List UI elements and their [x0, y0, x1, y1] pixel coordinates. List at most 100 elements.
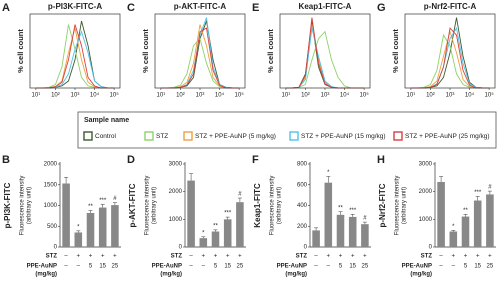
y-tick-label: 1000 — [169, 217, 183, 223]
significance-label: *** — [224, 211, 232, 217]
panel-letter: H — [377, 154, 385, 166]
histogram-curve — [410, 27, 490, 89]
histogram-curve — [285, 17, 365, 89]
y-tick-label: 3000 — [169, 162, 183, 168]
histogram-curve — [160, 17, 240, 89]
bar — [187, 180, 195, 247]
row-value: + — [238, 254, 242, 260]
plot-frame — [404, 13, 496, 89]
x-tick-label: 10⁴ — [465, 92, 475, 99]
significance-label: * — [452, 224, 455, 230]
row-value: + — [339, 254, 343, 260]
plot-frame — [154, 13, 246, 89]
row-label: PPE-AuNP — [27, 264, 57, 270]
x-tick-label: 10² — [301, 93, 310, 99]
y-tick-label: 200 — [297, 224, 308, 230]
histogram-curve — [160, 37, 240, 89]
row-value: 25 — [362, 264, 369, 270]
row-label: STZ — [421, 254, 433, 260]
row-value: + — [464, 254, 468, 260]
legend-label: Control — [95, 133, 117, 140]
bar — [199, 238, 208, 247]
histogram-curve — [285, 24, 365, 89]
legend-swatch — [144, 131, 154, 141]
y-axis-label: (arbitrary unit) — [402, 187, 408, 224]
x-tick-label: 10² — [426, 93, 435, 99]
y-tick-label: 800 — [297, 162, 308, 168]
row-label: STZ — [171, 254, 183, 260]
significance-label: # — [113, 196, 117, 202]
x-tick-label: 10³ — [196, 93, 205, 99]
row-value: + — [488, 254, 492, 260]
y-axis-label: % cell count — [391, 29, 400, 73]
x-tick-label: 10⁴ — [340, 92, 350, 99]
bar — [437, 181, 445, 247]
significance-label: *** — [349, 208, 357, 214]
y-tick-label: 2000 — [169, 189, 183, 195]
panel-letter: E — [252, 2, 259, 14]
y-tick-label: 500 — [47, 224, 58, 230]
significance-label: # — [238, 192, 242, 198]
row-value: – — [327, 264, 331, 270]
significance-label: ** — [338, 205, 343, 211]
row-value: – — [64, 254, 68, 260]
significance-label: *** — [99, 198, 107, 204]
y-tick-label: 0 — [179, 245, 183, 251]
row-value: + — [113, 254, 117, 260]
y-axis-label: Fluorescence intensity — [145, 176, 151, 236]
y-axis-label: Fluorescence intensity — [20, 176, 26, 236]
legend-swatch — [289, 131, 299, 141]
x-tick-label: 10⁵ — [360, 92, 370, 99]
y-tick-label: 0 — [429, 245, 433, 251]
significance-label: ** — [463, 208, 468, 214]
row-value: + — [351, 254, 355, 260]
x-tick-label: 10¹ — [407, 93, 416, 99]
side-label: p-PI3K-FITC — [3, 182, 12, 228]
x-tick-label: 10⁵ — [235, 92, 245, 99]
row-value: 5 — [89, 264, 93, 270]
y-tick-label: 2000 — [44, 162, 58, 168]
legend-box — [77, 111, 497, 149]
bar — [211, 231, 220, 247]
row-value: – — [314, 254, 318, 260]
side-label: p-Nrf2-FITC — [378, 183, 387, 227]
y-tick-label: 0 — [304, 245, 308, 251]
x-tick-label: 10⁴ — [90, 92, 100, 99]
row-label: PPE-AuNP — [152, 264, 182, 270]
histogram-curve — [35, 24, 115, 89]
row-value: + — [202, 254, 206, 260]
side-label: Keap1-FITC — [253, 183, 262, 228]
plot-frame — [29, 13, 121, 89]
bar — [62, 183, 70, 247]
row-value: – — [189, 254, 193, 260]
side-label: p-AKT-FITC — [128, 183, 137, 227]
y-tick-label: 3000 — [419, 162, 433, 168]
histogram-curve — [410, 26, 490, 89]
significance-label: ** — [213, 223, 218, 229]
y-tick-label: 600 — [297, 182, 308, 188]
x-tick-label: 10³ — [446, 93, 455, 99]
row-value: + — [101, 254, 105, 260]
y-axis-label: % cell count — [266, 29, 275, 73]
row-label: STZ — [296, 254, 308, 260]
histogram-curve — [285, 27, 365, 89]
row-label: STZ — [46, 254, 58, 260]
row-value: + — [77, 254, 81, 260]
row-label: (mg/kg) — [410, 272, 432, 278]
bar — [449, 231, 458, 247]
y-axis-label: (arbitrary unit) — [27, 187, 33, 224]
y-axis-label: (arbitrary unit) — [152, 187, 158, 224]
y-tick-label: 1500 — [44, 182, 58, 188]
bar — [111, 205, 119, 247]
bar — [461, 216, 470, 247]
bar — [74, 232, 83, 247]
row-value: 15 — [349, 264, 356, 270]
x-tick-label: 10⁵ — [110, 92, 120, 99]
row-value: + — [476, 254, 480, 260]
bar — [486, 194, 494, 247]
row-value: 25 — [112, 264, 119, 270]
x-tick-label: 10³ — [71, 93, 80, 99]
bar — [312, 230, 320, 247]
